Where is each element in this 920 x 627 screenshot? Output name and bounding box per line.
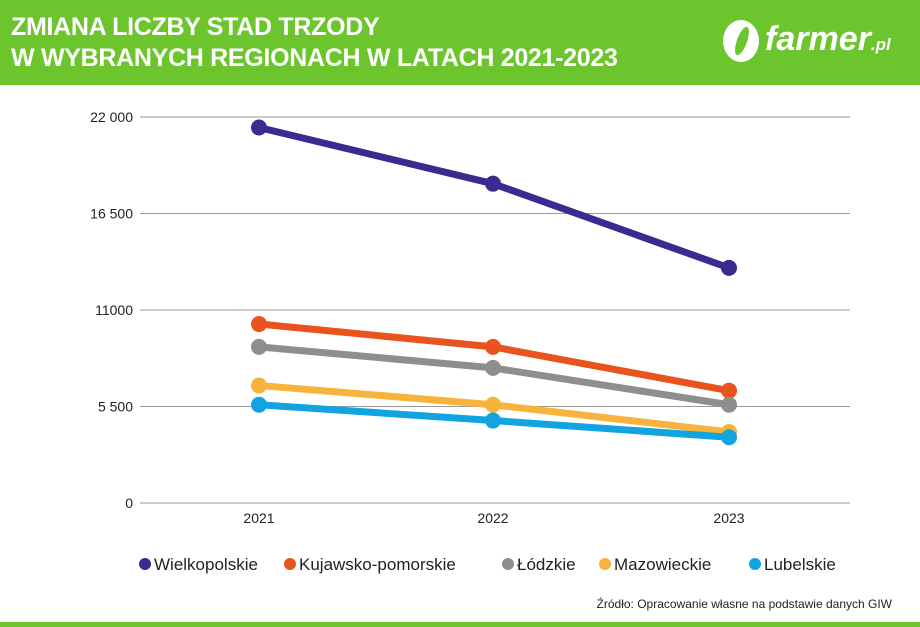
legend-marker [502,558,514,570]
footer-bar [0,622,920,627]
y-tick-label: 11000 [95,302,133,318]
x-tick-label: 2021 [243,510,274,526]
y-tick-label: 5 500 [98,399,133,415]
legend-marker [284,558,296,570]
x-tick-label: 2022 [477,510,508,526]
header-banner: ZMIANA LICZBY STAD TRZODY W WYBRANYCH RE… [0,0,920,85]
data-point [721,396,737,413]
data-point [485,412,501,429]
x-tick-label: 2023 [713,510,744,526]
data-point [251,119,267,136]
legend-label: Mazowieckie [614,555,711,574]
legend-label: Kujawsko-pomorskie [299,555,456,574]
data-point [721,382,737,399]
leaf-icon [723,20,759,62]
series-line-kujawsko-pomorskie [258,320,730,395]
legend-marker [599,558,611,570]
y-tick-label: 16 500 [90,206,133,222]
legend-marker [749,558,761,570]
data-point [251,338,267,355]
title-line-1: ZMIANA LICZBY STAD TRZODY [11,13,380,41]
data-point [721,429,737,446]
data-point [721,259,737,276]
logo-text: farmer [765,20,871,58]
series-line-wielkopolskie [258,124,731,272]
data-point [485,338,501,355]
data-point [485,359,501,376]
title-line-2: W WYBRANYCH REGIONACH W LATACH 2021-2023 [11,44,618,72]
legend-marker [139,558,151,570]
chart-title: ZMIANA LICZBY STAD TRZODY W WYBRANYCH RE… [11,12,618,74]
legend-label: Łódzkie [517,555,576,574]
legend-label: Lubelskie [764,555,836,574]
data-point [485,175,501,192]
legend-label: Wielkopolskie [154,555,258,574]
source-note: Źródło: Opracowanie własne na podstawie … [596,597,892,611]
data-point [251,316,267,333]
logo-suffix: .pl [870,35,891,54]
farmer-logo: farmer .pl [723,20,891,62]
data-point [485,396,501,413]
y-tick-label: 0 [125,495,133,511]
data-point [251,396,267,413]
y-tick-label: 22 000 [90,109,133,125]
data-point [251,377,267,394]
